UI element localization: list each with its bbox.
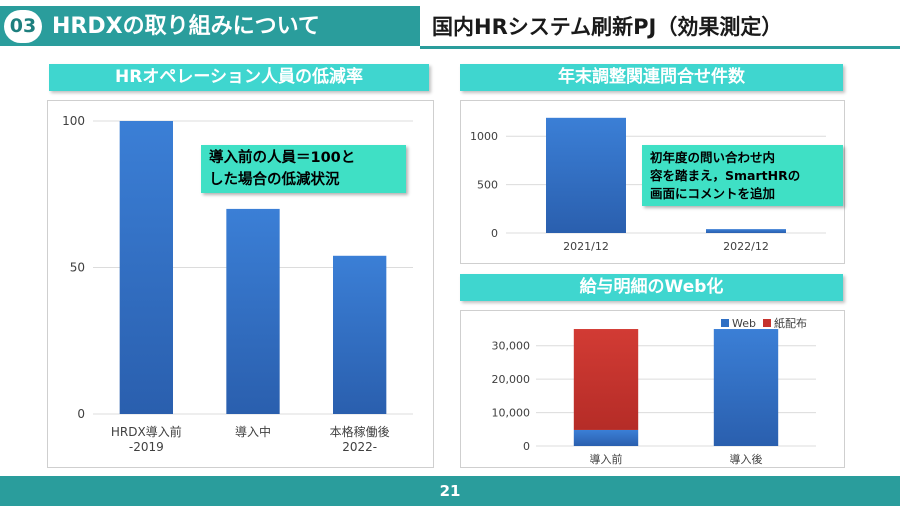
section-title: HRDXの取り組みについて bbox=[52, 14, 320, 39]
payslip-bar-web bbox=[573, 429, 639, 446]
inquiries-callout-line: 画面にコメントを追加 bbox=[650, 186, 776, 201]
staff-chart-title: HRオペレーション人員の低減率 bbox=[49, 64, 429, 91]
inquiries-chart-title: 年末調整関連問合せ件数 bbox=[460, 64, 843, 91]
staff-callout-line: 導入前の人員＝100と bbox=[209, 150, 356, 166]
payslip-bar-web bbox=[713, 329, 779, 446]
inquiries-x-tick-label: 2022/12 bbox=[723, 240, 769, 253]
payslip-x-tick-label: 導入前 bbox=[590, 452, 623, 466]
staff-y-tick-label: 0 bbox=[77, 407, 85, 421]
inquiries-bar bbox=[546, 117, 626, 233]
payslip-y-tick-label: 10,000 bbox=[492, 407, 531, 420]
staff-x-tick-label: 導入中 bbox=[235, 424, 271, 439]
staff-x-tick-label: HRDX導入前 bbox=[111, 424, 182, 439]
payslip-bar-paper bbox=[573, 329, 639, 430]
staff-x-tick-label: -2019 bbox=[129, 440, 164, 454]
header-bar: 03 HRDXの取り組みについて 国内HRシステム刷新PJ（効果測定） bbox=[0, 0, 900, 52]
page-number: 21 bbox=[0, 476, 900, 506]
payslip-legend-swatch bbox=[721, 319, 729, 327]
inquiries-callout-line: 容を踏まえ，SmartHRの bbox=[650, 168, 801, 183]
header-rule bbox=[420, 46, 900, 49]
payslip-chart-svg: 0 10,000 20,000 30,000 導入前 導入後 Web 紙配布 bbox=[492, 316, 816, 466]
payslip-legend-swatch bbox=[763, 319, 771, 327]
payslip-y-tick-label: 30,000 bbox=[492, 340, 531, 353]
staff-callout-line: した場合の低減状況 bbox=[209, 172, 340, 188]
payslip-y-tick-label: 0 bbox=[523, 440, 530, 453]
staff-bar bbox=[226, 208, 280, 414]
section-number: 03 bbox=[4, 10, 42, 43]
staff-bar bbox=[333, 255, 387, 414]
staff-bar bbox=[119, 121, 173, 414]
inquiries-x-tick-label: 2021/12 bbox=[563, 240, 609, 253]
staff-y-tick-label: 100 bbox=[62, 114, 85, 128]
inquiries-callout-line: 初年度の問い合わせ内 bbox=[650, 150, 776, 165]
section-banner bbox=[0, 6, 420, 46]
payslip-y-tick-label: 20,000 bbox=[492, 373, 531, 386]
payslip-chart-title: 給与明細のWeb化 bbox=[460, 274, 843, 301]
inquiries-y-tick-label: 0 bbox=[491, 227, 498, 240]
payslip-legend-label: 紙配布 bbox=[774, 316, 807, 330]
inquiries-y-tick-label: 1000 bbox=[470, 130, 498, 143]
project-title: 国内HRシステム刷新PJ（効果測定） bbox=[432, 15, 783, 39]
staff-x-tick-label: 本格稼働後 bbox=[330, 424, 390, 439]
staff-callout: 導入前の人員＝100と した場合の低減状況 bbox=[201, 145, 406, 193]
payslip-x-tick-label: 導入後 bbox=[730, 452, 763, 466]
inquiries-bar bbox=[706, 229, 786, 233]
inquiries-callout: 初年度の問い合わせ内 容を踏まえ，SmartHRの 画面にコメントを追加 bbox=[642, 145, 843, 206]
payslip-chart: 0 10,000 20,000 30,000 導入前 導入後 Web 紙配布 bbox=[460, 310, 845, 468]
staff-x-tick-label: 2022- bbox=[342, 440, 377, 454]
inquiries-y-tick-label: 500 bbox=[477, 179, 498, 192]
staff-y-tick-label: 50 bbox=[70, 261, 85, 275]
payslip-legend-label: Web bbox=[732, 317, 756, 330]
